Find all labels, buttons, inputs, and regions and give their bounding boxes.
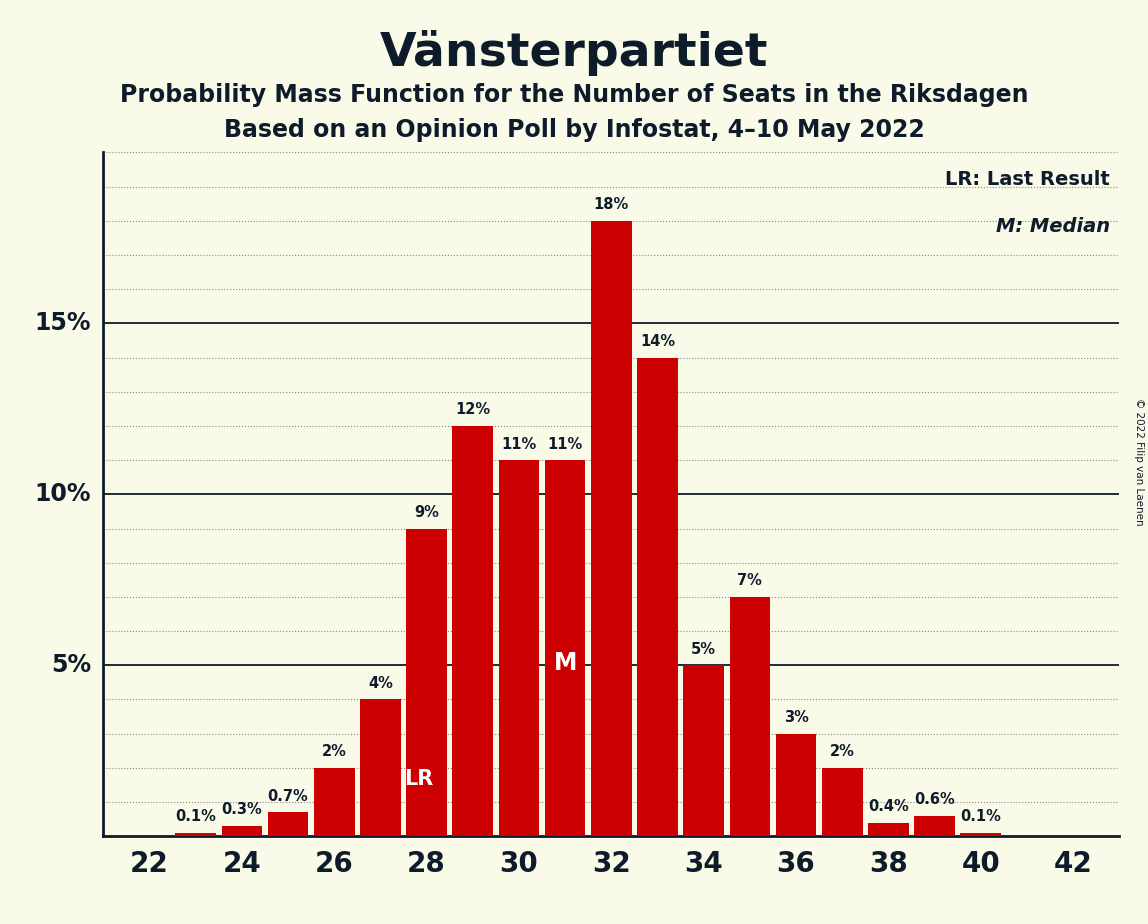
Text: 9%: 9% bbox=[414, 505, 439, 520]
Text: 0.4%: 0.4% bbox=[868, 799, 909, 814]
Text: 0.6%: 0.6% bbox=[914, 792, 955, 808]
Text: 2%: 2% bbox=[830, 745, 854, 760]
Text: M: Median: M: Median bbox=[996, 217, 1110, 237]
Text: 11%: 11% bbox=[548, 437, 583, 452]
Bar bbox=[776, 734, 816, 836]
Bar bbox=[637, 358, 677, 836]
Text: LR: LR bbox=[404, 769, 434, 789]
Text: M: M bbox=[553, 651, 576, 675]
Text: 5%: 5% bbox=[51, 653, 91, 677]
Text: 0.3%: 0.3% bbox=[222, 802, 262, 818]
Bar bbox=[683, 665, 724, 836]
Text: 14%: 14% bbox=[639, 334, 675, 349]
Text: © 2022 Filip van Laenen: © 2022 Filip van Laenen bbox=[1134, 398, 1143, 526]
Text: 0.7%: 0.7% bbox=[267, 789, 309, 804]
Text: 0.1%: 0.1% bbox=[961, 809, 1001, 824]
Text: 7%: 7% bbox=[737, 574, 762, 589]
Bar bbox=[267, 812, 309, 836]
Bar bbox=[222, 826, 262, 836]
Bar bbox=[498, 460, 540, 836]
Text: 18%: 18% bbox=[594, 198, 629, 213]
Text: 12%: 12% bbox=[456, 403, 490, 418]
Text: Probability Mass Function for the Number of Seats in the Riksdagen: Probability Mass Function for the Number… bbox=[119, 83, 1029, 107]
Bar bbox=[914, 816, 955, 836]
Bar bbox=[406, 529, 447, 836]
Bar bbox=[729, 597, 770, 836]
Bar bbox=[452, 426, 494, 836]
Bar bbox=[545, 460, 585, 836]
Text: 5%: 5% bbox=[691, 642, 716, 657]
Text: LR: Last Result: LR: Last Result bbox=[945, 170, 1110, 188]
Text: 15%: 15% bbox=[34, 311, 91, 335]
Bar bbox=[822, 768, 862, 836]
Bar bbox=[961, 833, 1001, 836]
Text: 10%: 10% bbox=[34, 482, 91, 506]
Text: 11%: 11% bbox=[502, 437, 536, 452]
Text: Based on an Opinion Poll by Infostat, 4–10 May 2022: Based on an Opinion Poll by Infostat, 4–… bbox=[224, 118, 924, 142]
Text: 0.1%: 0.1% bbox=[176, 809, 216, 824]
Text: 4%: 4% bbox=[369, 676, 393, 691]
Bar bbox=[313, 768, 355, 836]
Bar bbox=[360, 699, 401, 836]
Text: Vänsterpartiet: Vänsterpartiet bbox=[380, 30, 768, 76]
Text: 2%: 2% bbox=[321, 745, 347, 760]
Bar bbox=[868, 822, 909, 836]
Bar bbox=[176, 833, 216, 836]
Text: 3%: 3% bbox=[784, 711, 808, 725]
Bar bbox=[591, 221, 631, 836]
